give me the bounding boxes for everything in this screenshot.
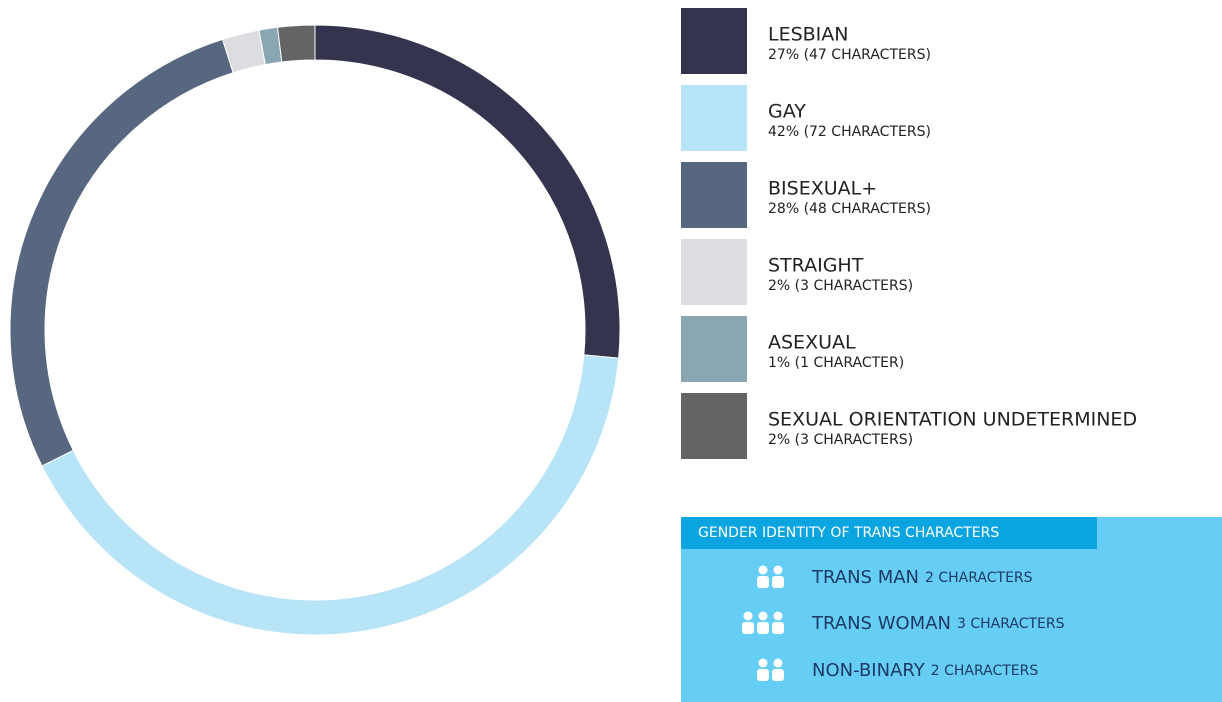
person-body — [772, 669, 784, 681]
donut-segment — [41, 354, 620, 636]
person-icons — [757, 565, 784, 588]
legend-value-label: 27% (47 CHARACTERS) — [768, 47, 931, 63]
person-icons — [742, 611, 784, 634]
trans-item-count: 3 CHARACTERS — [957, 616, 1065, 632]
legend-name: STRAIGHT — [768, 255, 864, 277]
trans-item: TRANS MAN 2 CHARACTERS — [811, 567, 1033, 588]
legend-value-label: 28% (48 CHARACTERS) — [768, 201, 931, 217]
legend-value-label: 42% (72 CHARACTERS) — [768, 124, 931, 140]
legend-swatch — [681, 393, 747, 459]
legend-name: SEXUAL ORIENTATION UNDETERMINED — [768, 409, 1137, 431]
legend-value-label: 2% (3 CHARACTERS) — [768, 278, 913, 294]
legend-swatch — [681, 8, 747, 74]
person-body — [757, 669, 769, 681]
trans-item-count: 2 CHARACTERS — [931, 663, 1039, 679]
donut-segment — [314, 24, 621, 359]
trans-item-label: NON-BINARY — [812, 660, 926, 681]
trans-box-header — [681, 517, 1097, 549]
legend-value-label: 1% (1 CHARACTER) — [768, 355, 904, 371]
legend-swatch — [681, 162, 747, 228]
person-head — [758, 658, 768, 668]
person-head — [743, 611, 753, 621]
person-head — [758, 565, 768, 575]
person-body — [742, 622, 754, 634]
legend-name: ASEXUAL — [768, 332, 856, 354]
legend-name: GAY — [768, 101, 806, 123]
trans-item-count: 2 CHARACTERS — [925, 570, 1033, 586]
person-icons — [757, 658, 784, 681]
person-body — [772, 622, 784, 634]
legend-name: BISEXUAL+ — [768, 178, 877, 200]
legend-name: LESBIAN — [768, 24, 849, 46]
legend-value-label: 2% (3 CHARACTERS) — [768, 432, 913, 448]
trans-box-title: GENDER IDENTITY OF TRANS CHARACTERS — [698, 525, 999, 541]
person-body — [772, 576, 784, 588]
person-head — [773, 565, 783, 575]
legend-swatch — [681, 239, 747, 305]
donut-segment — [276, 24, 316, 63]
person-body — [757, 576, 769, 588]
person-body — [757, 622, 769, 634]
legend-swatch — [681, 316, 747, 382]
trans-item: NON-BINARY 2 CHARACTERS — [812, 660, 1038, 681]
person-head — [773, 611, 783, 621]
person-head — [758, 611, 768, 621]
trans-item-label: TRANS WOMAN — [811, 613, 951, 634]
trans-item-label: TRANS MAN — [811, 567, 919, 588]
person-head — [773, 658, 783, 668]
trans-item: TRANS WOMAN 3 CHARACTERS — [811, 613, 1065, 634]
donut-segment — [9, 38, 234, 467]
legend-swatch — [681, 85, 747, 151]
